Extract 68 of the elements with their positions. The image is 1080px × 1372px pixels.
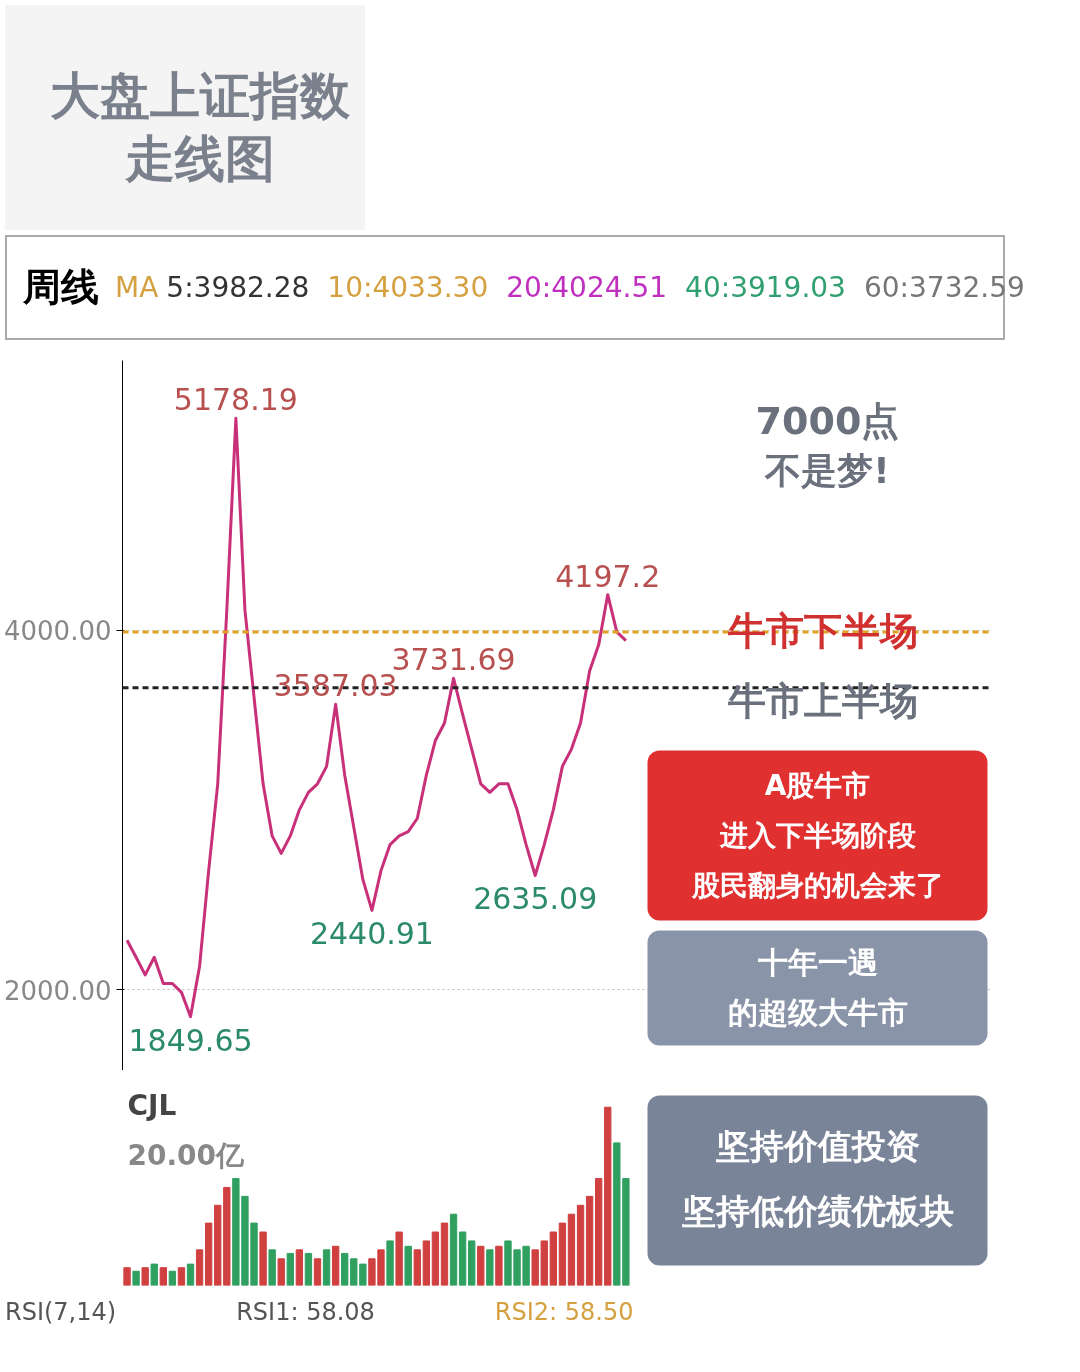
bar: [422, 1240, 431, 1286]
text: 7000点: [755, 398, 900, 443]
bar: [331, 1245, 340, 1286]
bar: [468, 1240, 476, 1286]
text: 牛市下半场: [727, 608, 918, 653]
bar: [458, 1231, 467, 1286]
bar: [486, 1249, 494, 1286]
data-label: 2635.09: [473, 881, 598, 917]
text: 进入下半场阶段: [718, 819, 917, 852]
bar: [313, 1258, 322, 1286]
bar: [268, 1249, 276, 1286]
chart-subtitle: 走线图: [125, 129, 275, 188]
text: 坚持低价绩优板块: [680, 1190, 954, 1231]
text: 10:4033.30: [327, 270, 489, 304]
bar: [449, 1213, 458, 1286]
annotation: CJL: [127, 1089, 177, 1122]
annotation: 20.00亿: [127, 1139, 246, 1172]
text: 牛市上半场: [727, 678, 918, 723]
bar: [440, 1222, 449, 1286]
text: 不是梦!: [764, 450, 890, 491]
text: 20:4024.51: [506, 270, 668, 304]
text: RSI2: 58.50: [494, 1298, 634, 1326]
text: 40:3919.03: [685, 270, 846, 304]
y-tick-label: 2000.00: [3, 975, 112, 1006]
data-label: 1849.65: [128, 1022, 253, 1058]
bar: [259, 1231, 267, 1286]
bar: [567, 1213, 576, 1286]
data-label: 4197.2: [555, 558, 661, 594]
text: RSI1: 58.08: [236, 1298, 375, 1326]
bar: [395, 1231, 403, 1286]
bar: [177, 1267, 186, 1286]
bar: [277, 1258, 285, 1286]
text: 的超级大牛市: [727, 995, 908, 1030]
y-tick-label: 4000.00: [3, 616, 112, 647]
bar: [286, 1252, 294, 1286]
bar: [413, 1249, 421, 1286]
bar: [576, 1204, 585, 1286]
text: A股牛市: [764, 769, 871, 802]
bar: [431, 1231, 440, 1286]
bar: [186, 1263, 195, 1286]
chart-title: 大盘上证指数: [50, 67, 350, 125]
text: RSI(7,14): [5, 1298, 117, 1326]
bar: [150, 1263, 158, 1286]
bar: [204, 1222, 213, 1286]
text: MA: [115, 270, 159, 304]
data-label: 2440.91: [309, 916, 434, 952]
bar: [585, 1195, 594, 1286]
bar: [386, 1240, 394, 1286]
bar: [132, 1270, 140, 1286]
bar: [558, 1222, 567, 1286]
data-label: 5178.19: [173, 382, 298, 418]
bar: [195, 1249, 204, 1286]
text: 十年一遇: [756, 945, 878, 980]
bar: [168, 1270, 177, 1286]
bar: [495, 1245, 503, 1286]
bar: [549, 1231, 557, 1286]
text: 周线: [22, 264, 100, 312]
bar: [477, 1245, 485, 1286]
bar: [159, 1267, 167, 1286]
bar: [404, 1245, 412, 1286]
bar: [141, 1267, 149, 1286]
bar: [295, 1249, 304, 1286]
bar: [304, 1252, 313, 1286]
text: 股民翻身的机会来了: [690, 869, 944, 902]
text: 5:3982.28: [166, 270, 310, 304]
bar: [123, 1267, 131, 1286]
text: 坚持价值投资: [714, 1125, 920, 1166]
bar: [322, 1249, 331, 1286]
